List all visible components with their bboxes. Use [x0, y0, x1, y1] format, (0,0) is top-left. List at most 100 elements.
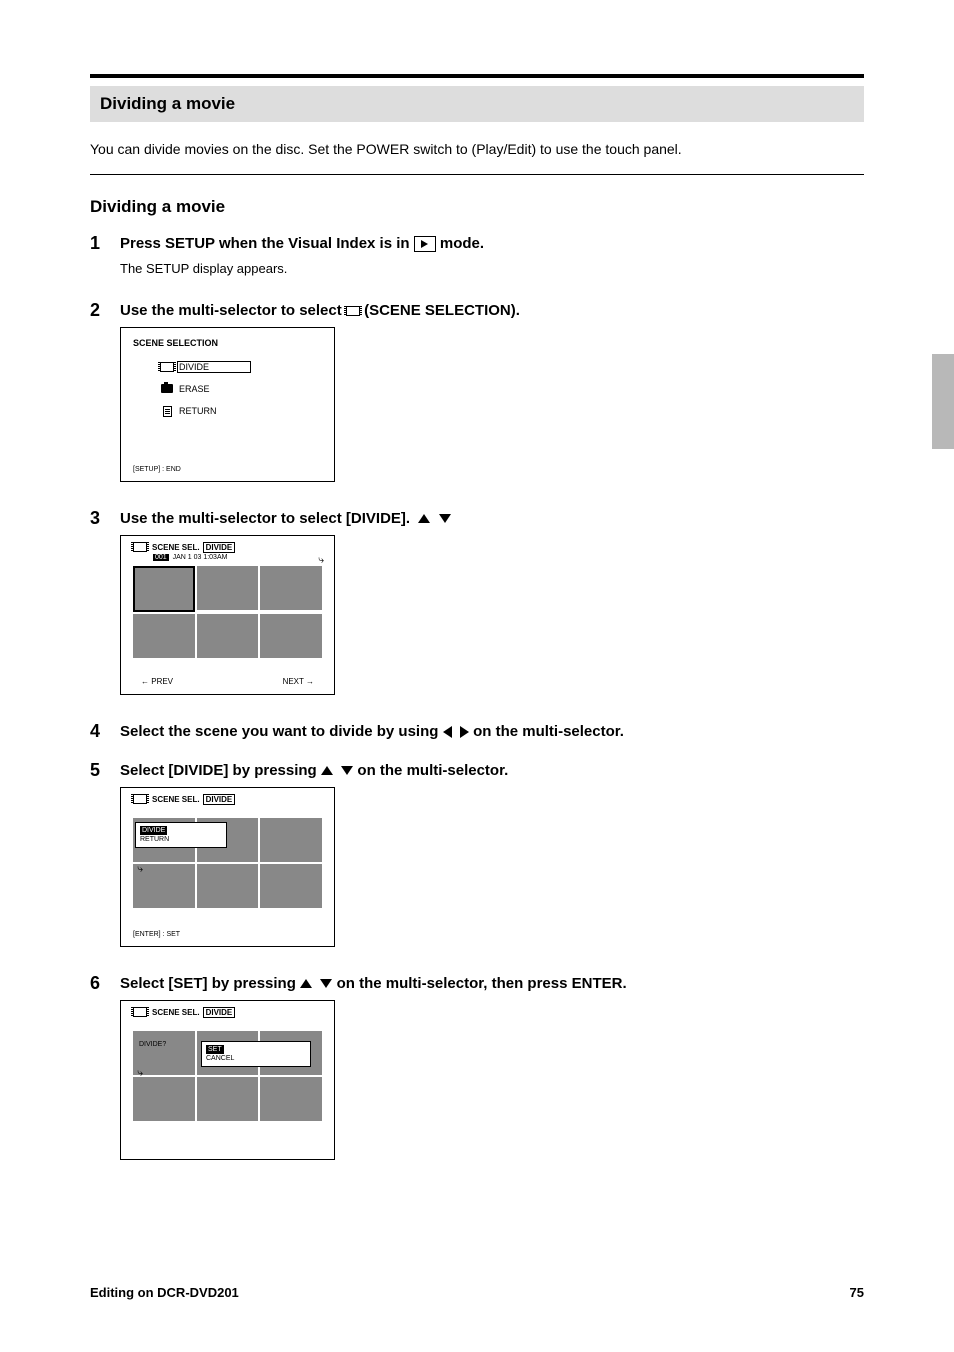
step-3: 3 Use the multi-selector to select [DIVI… [90, 508, 864, 709]
step-title-text: Select the scene you want to divide by u… [120, 723, 443, 740]
step-body: Press SETUP when the Visual Index is in … [120, 233, 864, 288]
step-title-after: mode. [440, 235, 484, 252]
down-icon [341, 766, 353, 775]
up-icon [418, 514, 430, 523]
menu-footer: [SETUP] : END [133, 466, 181, 473]
popup-menu: DIVIDE RETURN [135, 822, 227, 848]
step-2: 2 Use the multi-selector to select (SCEN… [90, 300, 864, 496]
nav-next: NEXT → [283, 677, 314, 686]
thumb-header: SCENE SEL. DIVIDE [133, 1007, 235, 1018]
right-icon [460, 726, 469, 738]
step-title-after: (SCENE SELECTION). [364, 302, 520, 319]
intro-span: You can divide movies on the disc. Set t… [90, 141, 682, 157]
footer-left: Editing on DCR-DVD201 [90, 1285, 239, 1300]
thumb-date-text: JAN 1 03 1:03AM [173, 554, 228, 561]
footer-right: 75 [850, 1285, 864, 1300]
step-title-text: Select [DIVIDE] by pressing [120, 762, 321, 779]
step-title: Use the multi-selector to select [DIVIDE… [120, 508, 864, 529]
popup-item: CANCEL [206, 1055, 234, 1062]
popup-prompt: DIVIDE? [139, 1041, 166, 1048]
menu-item-divide: DIVIDE [159, 362, 209, 372]
camera-icon [159, 384, 175, 393]
thumb-cell [260, 566, 322, 610]
step-body: Select the scene you want to divide by u… [120, 721, 864, 748]
down-icon [439, 514, 451, 523]
thumb-cell [197, 614, 259, 658]
step-title: Select the scene you want to divide by u… [120, 721, 864, 742]
step-title: Select [SET] by pressing on the multi-se… [120, 973, 864, 994]
thumb-cell [260, 818, 322, 862]
left-icon [443, 726, 452, 738]
thumb-header-right: DIVIDE [203, 542, 236, 553]
step-title-text: Use the multi-selector to select [DIVIDE… [120, 510, 410, 527]
step-number: 5 [90, 760, 120, 961]
menu-title: SCENE SELECTION [133, 338, 218, 348]
top-rule [90, 74, 864, 78]
menu-item-return: RETURN [159, 406, 217, 417]
step-title-text: Press SETUP when the Visual Index is in [120, 235, 414, 252]
step-title: Use the multi-selector to select (SCENE … [120, 300, 864, 321]
intro-text: You can divide movies on the disc. Set t… [90, 140, 864, 160]
nav-prev: ← PREV [141, 677, 173, 686]
return-icon: ⤶ [137, 1067, 143, 1080]
thumb-header-text: SCENE SEL. [152, 1008, 200, 1017]
screen-popup-divide: SCENE SEL. DIVIDE DIVIDE RETURN ⤶ [ENTER… [120, 787, 335, 947]
thumb-header-right: DIVIDE [203, 794, 236, 805]
step-title: Select [DIVIDE] by pressing on the multi… [120, 760, 864, 781]
thumb-date: 001 JAN 1 03 1:03AM [153, 554, 227, 561]
content-area: Dividing a movie You can divide movies o… [90, 74, 864, 1186]
popup-menu: SET CANCEL [201, 1041, 311, 1067]
step-number: 1 [90, 233, 120, 288]
menu-label: DIVIDE [179, 362, 209, 372]
up-icon [321, 766, 333, 775]
return-icon: ⤶ [137, 863, 143, 876]
thumb-cell [197, 864, 259, 908]
film-icon [133, 542, 147, 552]
step-title: Press SETUP when the Visual Index is in … [120, 233, 864, 254]
subheading: Dividing a movie [90, 197, 864, 217]
thin-rule [90, 174, 864, 175]
step-title-text: Use the multi-selector to select [120, 302, 346, 319]
thumb-cell [133, 566, 195, 612]
film-icon [133, 1007, 147, 1017]
popup-item: RETURN [140, 836, 169, 843]
menu-label: RETURN [179, 406, 217, 416]
thumb-cell [260, 1077, 322, 1121]
thumb-cell [133, 614, 195, 658]
step-4: 4 Select the scene you want to divide by… [90, 721, 864, 748]
step-title-after: on the multi-selector. [473, 723, 624, 740]
thumb-nav: ← PREV NEXT → [141, 677, 314, 686]
popup-item: DIVIDE [140, 826, 167, 835]
step-6: 6 Select [SET] by pressing on the multi-… [90, 973, 864, 1174]
step-number: 3 [90, 508, 120, 709]
thumb-cell [260, 614, 322, 658]
thumb-header-text: SCENE SEL. [152, 543, 200, 552]
side-tab [932, 354, 954, 449]
step-body: Use the multi-selector to select [DIVIDE… [120, 508, 864, 709]
step-desc: The SETUP display appears. [120, 260, 864, 278]
step-title-after: on the multi-selector, then press ENTER. [337, 975, 627, 992]
screen-setup-menu: SCENE SELECTION DIVIDE ERASE RETURN [SET… [120, 327, 335, 482]
thumb-cell [197, 1077, 259, 1121]
step-body: Select [SET] by pressing on the multi-se… [120, 973, 864, 1174]
page-icon [159, 406, 175, 417]
thumb-count: 001 [153, 554, 169, 561]
popup-note: [ENTER] : SET [133, 931, 180, 938]
step-body: Use the multi-selector to select (SCENE … [120, 300, 864, 496]
step-1: 1 Press SETUP when the Visual Index is i… [90, 233, 864, 288]
thumb-header-right: DIVIDE [203, 1007, 236, 1018]
film-icon [159, 362, 175, 372]
step-title-text: Select [SET] by pressing [120, 975, 300, 992]
down-icon [320, 979, 332, 988]
thumb-header: SCENE SEL. DIVIDE [133, 794, 235, 805]
menu-item-erase: ERASE [159, 384, 210, 394]
popup-item: SET [206, 1045, 224, 1054]
step-number: 6 [90, 973, 120, 1174]
thumb-header-text: SCENE SEL. [152, 795, 200, 804]
film-icon [133, 794, 147, 804]
thumb-cell [260, 864, 322, 908]
film-icon [346, 306, 360, 316]
menu-label: ERASE [179, 384, 210, 394]
screen-popup-confirm: SCENE SEL. DIVIDE DIVIDE? ⤶ SET CANCEL [120, 1000, 335, 1160]
step-5: 5 Select [DIVIDE] by pressing on the mul… [90, 760, 864, 961]
